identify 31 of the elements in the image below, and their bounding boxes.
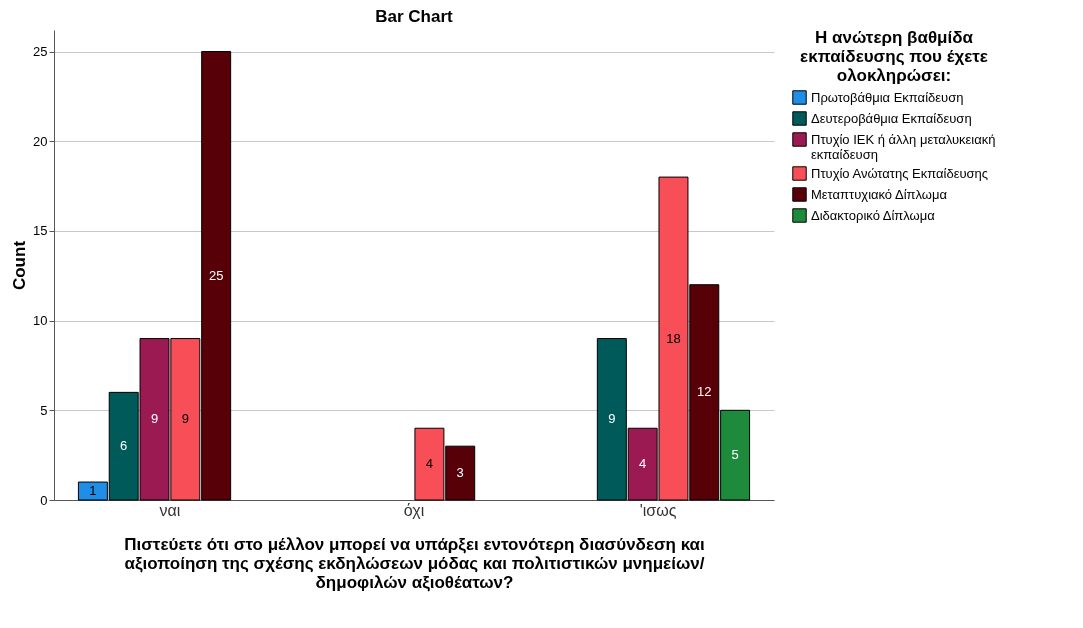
x-tick-label: ναι bbox=[159, 501, 181, 519]
data-label: 3 bbox=[456, 465, 464, 481]
data-label: 4 bbox=[425, 456, 434, 472]
data-label: 9 bbox=[150, 411, 159, 427]
data-label: 18 bbox=[666, 330, 681, 346]
data-label: 1 bbox=[89, 483, 97, 499]
data-label: 12 bbox=[697, 384, 712, 400]
x-axis-title: Πιστεύετε ότι στο μέλλον μπορεί να υπάρξει εντονότερη διασύνδεση και αξιοποίηση της σχέσης εκδηλώσεων μόδας και πολιτιστικών μνημείων/ δημοφιλών αξιοθέατων? bbox=[124, 534, 706, 592]
chart-title: Bar Chart bbox=[375, 7, 454, 26]
data-label: 25 bbox=[208, 267, 224, 283]
y-tick-label: 5 bbox=[40, 402, 48, 418]
data-label: 4 bbox=[639, 456, 647, 472]
data-label: 6 bbox=[120, 438, 128, 454]
data-label: 9 bbox=[181, 411, 189, 427]
data-label: 9 bbox=[608, 411, 616, 427]
legend-label: Μεταπτυχιακό Δίπλωμα bbox=[811, 186, 948, 202]
y-axis-title: Count bbox=[10, 240, 30, 291]
data-label: 5 bbox=[731, 447, 739, 463]
y-tick-label: 20 bbox=[33, 133, 48, 149]
y-tick-label: 15 bbox=[33, 223, 48, 239]
x-tick-label: 'ισως bbox=[639, 501, 677, 519]
legend-label: Δευτεροβάθμια Εκπαίδευση bbox=[811, 110, 972, 126]
legend-label: Πτυχίο ΙΕΚ ή άλλη μεταλυκειακή εκπαίδευση bbox=[811, 131, 996, 162]
legend-label: Πτυχίο Ανώτατης Εκπαίδευσης bbox=[811, 165, 989, 181]
y-tick-label: 25 bbox=[33, 44, 48, 60]
legend-label: Πρωτοβάθμια Εκπαίδευση bbox=[811, 89, 964, 105]
y-tick-label: 0 bbox=[40, 492, 48, 508]
y-tick-label: 10 bbox=[33, 313, 48, 329]
legend-label: Διδακτορικό Δίπλωμα bbox=[811, 207, 936, 223]
x-tick-label: όχι bbox=[403, 501, 425, 519]
legend-title: Η ανώτερη βαθμίδα εκπαίδευσης που έχετε ολοκληρώσει: bbox=[800, 28, 988, 85]
